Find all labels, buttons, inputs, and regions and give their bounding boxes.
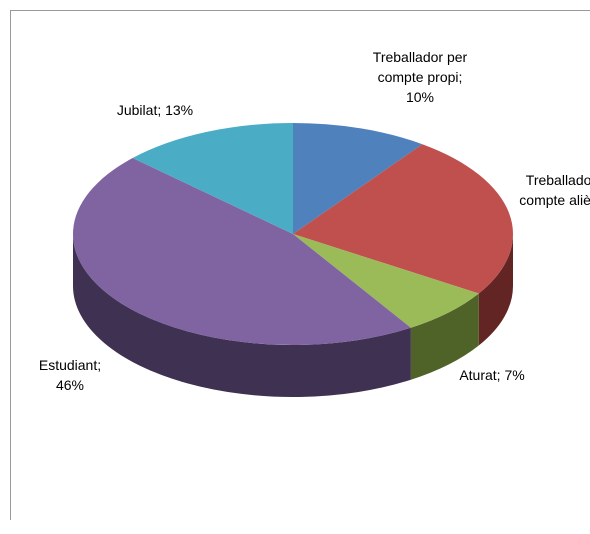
- data-label: Estudiant; 46%: [38, 357, 102, 393]
- slice: [293, 123, 423, 234]
- data-label: Jubilat; 13%: [116, 102, 194, 118]
- slice: [132, 123, 293, 234]
- label-box: Treballador per compte aliè; 24%: [519, 172, 590, 208]
- slice: [293, 234, 479, 328]
- data-label: Aturat; 7%: [459, 367, 525, 383]
- label-box: Aturat; 7%: [459, 367, 525, 383]
- slice-side: [478, 234, 513, 346]
- slice-side: [73, 234, 411, 397]
- slice-side: [410, 293, 479, 380]
- slice: [73, 158, 411, 345]
- data-label: Treballador per compte propi; 10%: [372, 49, 468, 105]
- label-box: Estudiant; 46%: [38, 357, 102, 393]
- data-label: Treballador per compte aliè; 24%: [519, 172, 590, 208]
- label-box: Jubilat; 13%: [116, 102, 194, 118]
- label-box: Treballador per compte propi; 10%: [372, 49, 468, 105]
- slice: [293, 144, 513, 294]
